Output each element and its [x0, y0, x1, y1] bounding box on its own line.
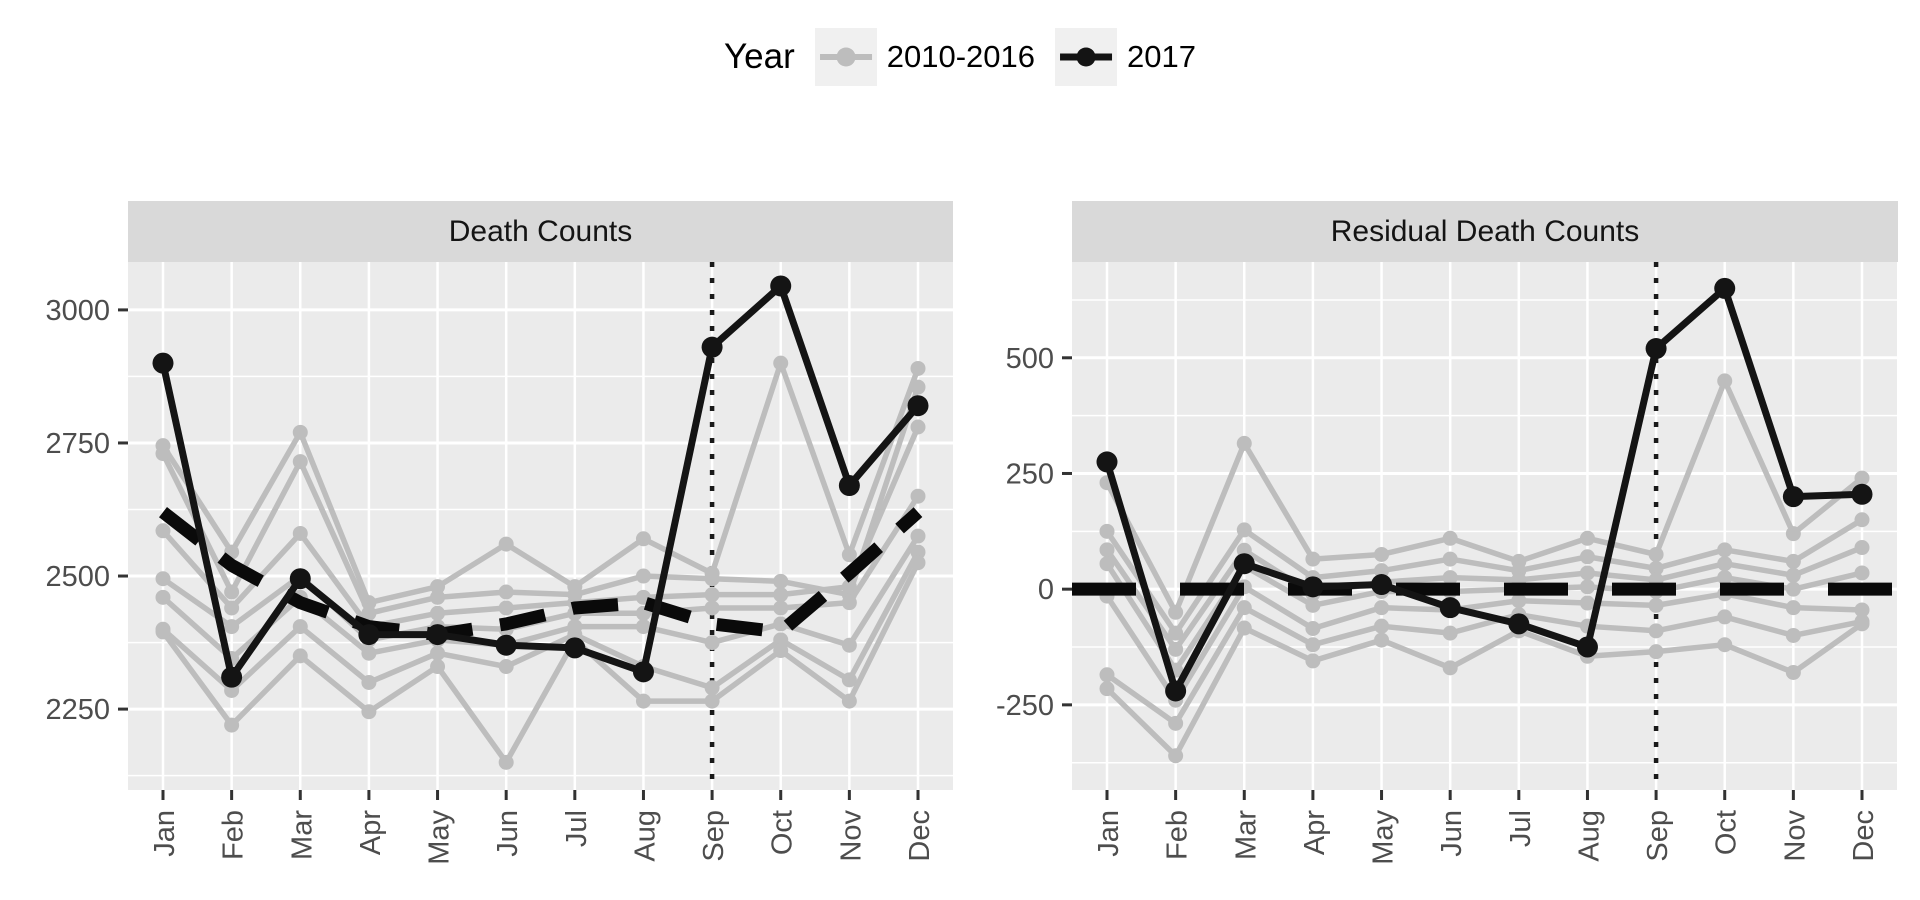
- legend-item-label: 2010-2016: [886, 39, 1035, 74]
- legend-item-2010-2016: 2010-2016: [814, 28, 1035, 86]
- major-gridlines: [128, 308, 953, 711]
- x-tick-label: Nov: [1779, 810, 1811, 862]
- y-tick-label: 0: [1038, 574, 1054, 606]
- series-2010-2016-line-7: [155, 555, 926, 770]
- y-axis: -250 0 250 500: [996, 343, 1072, 722]
- series-2010-2016-line-2: [1099, 512, 1870, 641]
- x-tick-label: Feb: [218, 810, 250, 860]
- y-tick-label: 2250: [45, 694, 110, 726]
- y-tick-label: 500: [1006, 343, 1054, 375]
- x-tick-label: Feb: [1162, 810, 1194, 860]
- panel-death-counts: Jan Feb Mar Apr May Jun Jul Aug Sep Oct Nov Dec 2250…: [45, 262, 953, 865]
- line-dot-key-icon: [814, 28, 877, 86]
- line-dot-key-icon: [1055, 28, 1117, 86]
- legend-item-label: 2017: [1127, 39, 1196, 74]
- x-tick-label: Jan: [1093, 810, 1125, 857]
- x-tick-label: Sep: [698, 810, 730, 862]
- y-tick-label: 250: [1006, 458, 1054, 490]
- series-2010-2016-line-1: [1099, 373, 1870, 620]
- panel-background: [128, 262, 953, 790]
- x-tick-label: Mar: [1230, 810, 1262, 860]
- y-tick-label: -250: [996, 690, 1054, 722]
- y-tick-label: 2750: [45, 428, 110, 460]
- gray-line-dot-glyph: [814, 28, 877, 86]
- x-tick-label: Apr: [1299, 810, 1331, 855]
- panel-background: [1072, 262, 1897, 790]
- legend: Year 2010-2016 2017: [724, 28, 1196, 86]
- legend-title: Year: [724, 37, 795, 76]
- x-tick-label: Nov: [835, 810, 867, 862]
- x-tick-label: Jan: [149, 810, 181, 857]
- x-tick-label: May: [424, 810, 456, 865]
- y-tick-label: 3000: [45, 295, 110, 327]
- x-tick-label: Oct: [1711, 810, 1743, 855]
- x-tick-label: Dec: [1848, 810, 1880, 862]
- x-tick-label: May: [1368, 810, 1400, 865]
- panel-residual-death-counts: Jan Feb Mar Apr May Jun Jul Aug Sep Oct Nov Dec -250…: [996, 262, 1897, 865]
- y-tick-label: 2500: [45, 561, 110, 593]
- x-tick-label: Apr: [355, 810, 387, 855]
- x-tick-label: Dec: [904, 810, 936, 862]
- facet-title: Death Counts: [448, 214, 633, 248]
- facet-title: Residual Death Counts: [1330, 214, 1640, 248]
- series-2017: [152, 275, 929, 688]
- x-tick-label: Aug: [1573, 810, 1605, 862]
- y-axis: 2250 2500 2750 3000: [45, 295, 128, 726]
- legend-item-2017: 2017: [1055, 28, 1196, 86]
- x-axis: Jan Feb Mar Apr May Jun Jul Aug Sep Oct Nov Dec: [1093, 790, 1880, 865]
- x-tick-label: Mar: [286, 810, 318, 860]
- series-2017: [1096, 277, 1873, 702]
- x-axis: Jan Feb Mar Apr May Jun Jul Aug Sep Oct Nov Dec: [149, 790, 936, 865]
- x-tick-label: Oct: [767, 810, 799, 855]
- x-tick-label: Jul: [1505, 810, 1537, 847]
- series-2010-2016-line-3: [1099, 540, 1870, 657]
- x-tick-label: Jun: [492, 810, 524, 857]
- series-2010-2016-line-6: [155, 544, 926, 698]
- x-tick-label: Jul: [561, 810, 593, 847]
- facet-strip-death-counts: Death Counts: [128, 201, 953, 262]
- series-2010-2016-line-5: [1099, 579, 1870, 708]
- facet-strip-residual-death-counts: Residual Death Counts: [1072, 201, 1898, 262]
- black-line-dot-glyph: [1055, 28, 1117, 86]
- x-tick-label: Aug: [629, 810, 661, 862]
- x-tick-label: Jun: [1436, 810, 1468, 857]
- x-tick-label: Sep: [1642, 810, 1674, 862]
